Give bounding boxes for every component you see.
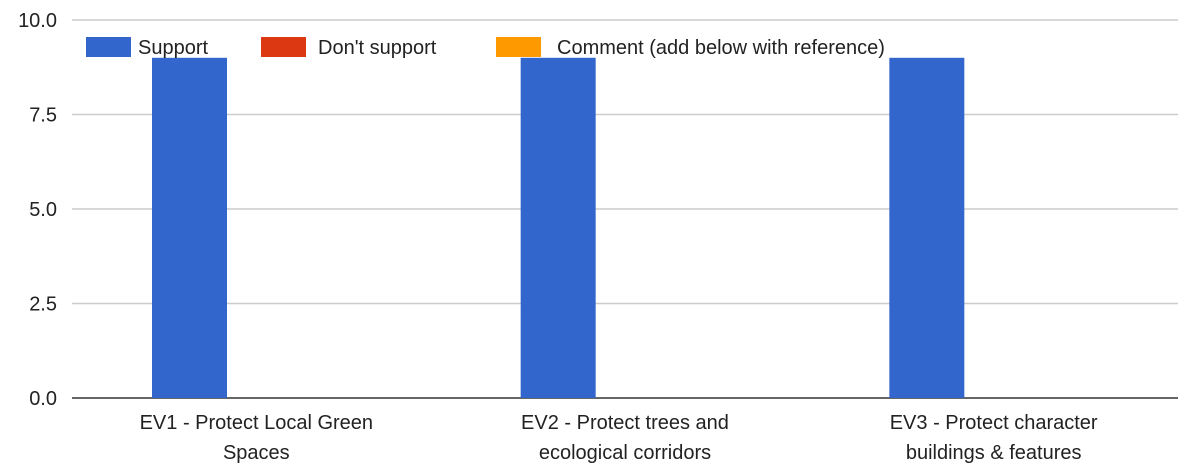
bar [889,57,965,399]
bar [520,57,596,399]
legend: Support Don't support Comment (add below w… [86,37,885,59]
x-tick-label: EV2 - Protect trees and [521,412,729,434]
y-tick-label: 5.0 [29,199,57,221]
y-tick-label: 7.5 [29,105,57,127]
y-tick-label: 2.5 [29,294,57,316]
x-tick-label: EV1 - Protect Local Green [140,412,373,434]
x-tick-label: EV3 - Protect character [890,412,1098,434]
y-tick-label: 10.0 [18,10,57,32]
x-tick-label: Spaces [223,442,290,464]
x-tick-label: ecological corridors [539,442,711,464]
x-tick-label: buildings & features [906,442,1082,464]
bars [152,57,965,399]
legend-swatch [86,37,131,57]
bar [152,57,227,399]
legend-label: Don't support [318,37,437,59]
legend-label: Support [138,37,208,59]
legend-swatch [261,37,306,57]
gridlines [72,19,1178,399]
legend-label: Comment (add below with reference) [557,37,885,59]
legend-swatch [496,37,541,57]
y-tick-label: 0.0 [29,388,57,410]
